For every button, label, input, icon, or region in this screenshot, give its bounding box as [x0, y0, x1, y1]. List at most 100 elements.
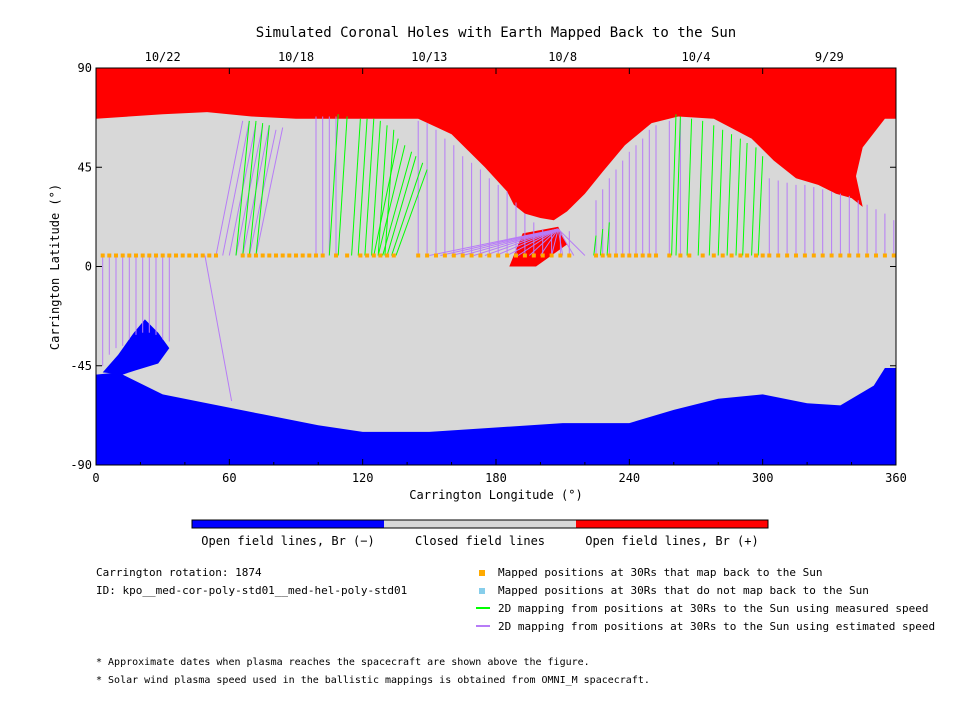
mapped-point [451, 253, 456, 258]
mapped-point [745, 253, 750, 258]
mapped-point [100, 253, 105, 258]
estimated-mapping-line [557, 228, 564, 256]
y-axis-label: Carrington Latitude (°) [48, 184, 62, 350]
mapped-point [469, 253, 474, 258]
estimated-mapping-line [539, 228, 559, 256]
mapped-point [147, 253, 152, 258]
colorbar-segment-closed [384, 520, 576, 528]
measured-mapping-line [717, 129, 724, 256]
estimated-mapping-line [204, 255, 233, 402]
mapped-point [442, 253, 447, 258]
mapped-point [882, 253, 887, 258]
mapped-point [214, 253, 218, 258]
measured-mapping-line [373, 138, 399, 256]
footnote-speed-source: * Solar wind plasma speed used in the ba… [96, 675, 650, 686]
mapped-point [847, 253, 852, 258]
x-axis: 0 60 120 180 240 300 360 [92, 68, 907, 485]
mapped-point [127, 253, 132, 258]
date-label: 10/13 [411, 50, 447, 64]
mapped-point [180, 253, 185, 258]
measured-mapping-line [606, 222, 610, 256]
mapped-point [254, 253, 258, 258]
measured-speed-lines [235, 114, 764, 256]
measured-mapping-line [757, 156, 764, 256]
negative-open-field-tongue [102, 319, 170, 375]
measured-mapping-line [675, 116, 681, 256]
mapped-point [729, 253, 734, 258]
colorbar-segment-negative [192, 520, 384, 528]
legend-label-estimated: 2D mapping from positions at 30Rs to the… [498, 620, 936, 633]
mapped-point [667, 253, 672, 258]
measured-mapping-line [357, 118, 368, 256]
x-tick-label: 300 [752, 471, 774, 485]
mapped-point [794, 253, 798, 258]
mapped-point [767, 253, 772, 258]
mapped-point [549, 253, 554, 258]
colorbar-label-positive: Open field lines, Br (+) [585, 534, 758, 548]
x-tick-label: 240 [618, 471, 640, 485]
mapped-point [345, 253, 350, 258]
measured-mapping-line [248, 123, 264, 256]
mapped-point [738, 253, 743, 258]
measured-mapping-line [671, 114, 677, 256]
y-axis: 90 45 0 -45 -90 [70, 61, 896, 472]
estimated-mapping-line [557, 228, 575, 256]
mapped-point [425, 253, 430, 258]
estimated-mapping-line [215, 120, 244, 256]
mapped-point [371, 253, 376, 258]
mapped-point [194, 253, 198, 258]
measured-mapping-line [395, 169, 428, 256]
mapped-point [531, 253, 536, 258]
measured-mapping-line [377, 145, 406, 256]
mapped-point [391, 253, 396, 258]
measured-mapping-line [242, 120, 257, 256]
mapped-point [634, 253, 638, 258]
mapped-point [522, 253, 527, 258]
mapped-point [620, 253, 625, 258]
y-tick-label: 45 [78, 160, 92, 174]
measured-mapping-line [686, 118, 693, 256]
mapped-point [300, 253, 305, 258]
mapped-point [760, 253, 765, 258]
mapped-point [678, 253, 683, 258]
mapped-point [154, 253, 158, 258]
mapped-point [754, 253, 758, 258]
mapped-point [802, 253, 807, 258]
measured-mapping-line [384, 129, 395, 256]
positive-open-field-region [96, 68, 896, 221]
measured-mapping-line [377, 125, 388, 256]
mapped-point [627, 253, 632, 258]
mapped-point [416, 253, 421, 258]
mapped-point [614, 253, 618, 258]
mapped-point [558, 253, 563, 258]
x-tick-label: 0 [92, 471, 99, 485]
mapped-point [267, 253, 272, 258]
legend-label-measured: 2D mapping from positions at 30Rs to the… [498, 602, 929, 615]
mapped-point [607, 253, 612, 258]
mapped-point [107, 253, 112, 258]
mapped-point [207, 253, 212, 258]
colorbar-label-closed: Closed field lines [415, 534, 545, 548]
mapped-point [460, 253, 465, 258]
mapped-point [174, 253, 178, 258]
estimated-mapping-line [551, 228, 559, 256]
footnote-dates: * Approximate dates when plasma reaches … [96, 657, 590, 668]
mapped-point [358, 253, 363, 258]
mapped-point [385, 253, 390, 258]
measured-mapping-line [255, 125, 270, 256]
measured-mapping-line [364, 118, 375, 256]
legend-line-estimated [476, 625, 490, 627]
measured-mapping-line [708, 125, 715, 256]
mapped-point [287, 253, 292, 258]
mapped-point [167, 253, 172, 258]
mapped-point [640, 253, 645, 258]
colorbar-label-negative: Open field lines, Br (−) [201, 534, 374, 548]
carrington-rotation-label: Carrington rotation: 1874 [96, 566, 262, 579]
x-tick-label: 360 [885, 471, 907, 485]
mapped-point [140, 253, 145, 258]
model-id-label: ID: kpo__med-cor-poly-std01__med-hel-pol… [96, 584, 408, 597]
date-label: 10/4 [682, 50, 711, 64]
estimated-mapping-line [222, 120, 250, 256]
mapped-point [280, 253, 285, 258]
legend-label-mapped: Mapped positions at 30Rs that map back t… [498, 566, 823, 579]
